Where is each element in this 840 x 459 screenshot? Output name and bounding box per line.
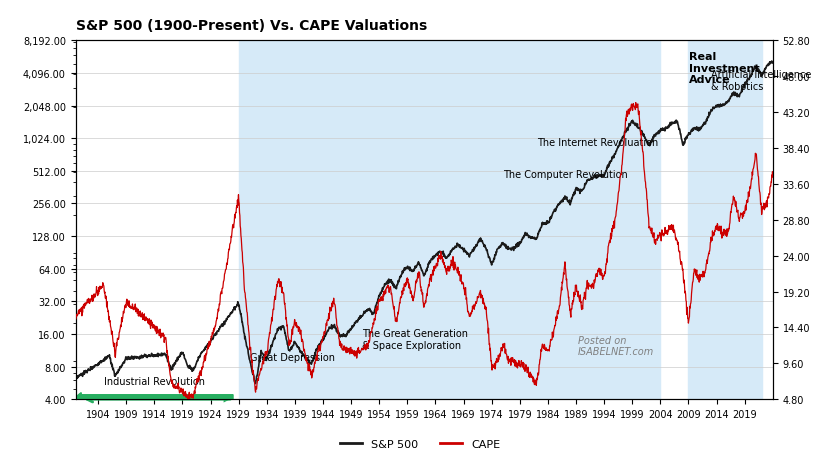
Bar [351,41,491,399]
Bar [689,41,762,399]
Bar [239,41,351,399]
Text: Artificial Intelligence
& Robotics: Artificial Intelligence & Robotics [711,70,811,92]
Text: Real
Investment
Advice: Real Investment Advice [689,52,759,85]
FancyArrow shape [73,393,233,407]
Text: Posted on
ISABELNET.com: Posted on ISABELNET.com [578,335,654,356]
Text: The Internet Revoluation: The Internet Revoluation [537,138,658,148]
Text: Industrial Revolution: Industrial Revolution [103,376,205,386]
Text: The Computer Revolution: The Computer Revolution [503,170,627,179]
Text: Great Depression: Great Depression [249,353,335,362]
Text: The Great Generation
& Space Exploration: The Great Generation & Space Exploration [362,328,469,350]
Bar [491,41,604,399]
Legend: S&P 500, CAPE: S&P 500, CAPE [335,435,505,453]
Bar [604,41,660,399]
Text: S&P 500 (1900-Present) Vs. CAPE Valuations: S&P 500 (1900-Present) Vs. CAPE Valuatio… [76,19,427,33]
